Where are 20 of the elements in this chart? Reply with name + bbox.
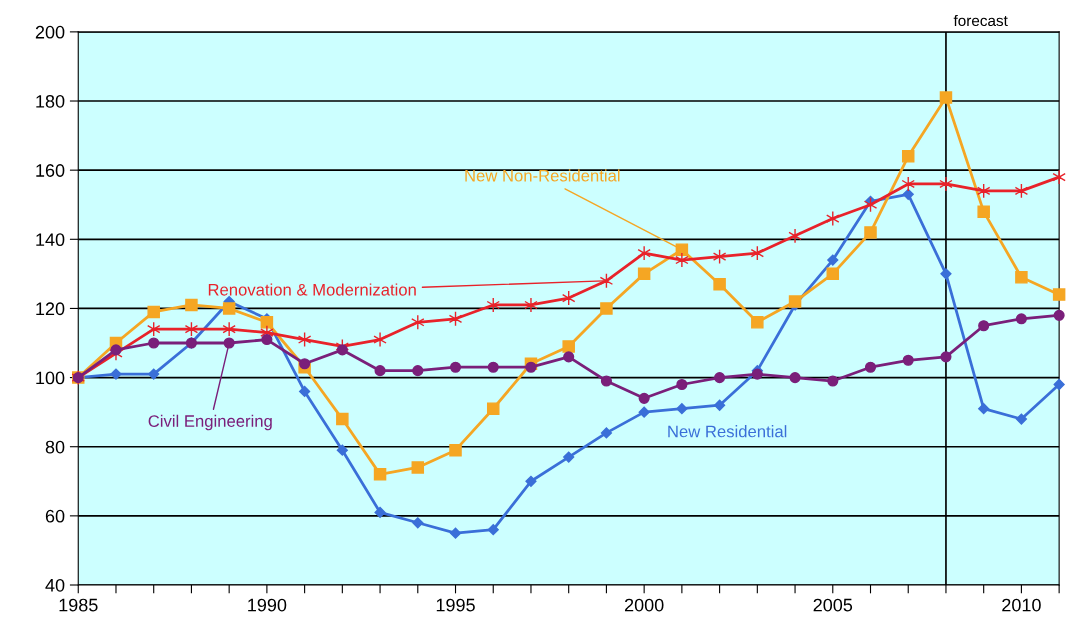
series-label: New Residential xyxy=(668,425,787,438)
y-tick-label: 60 xyxy=(45,509,65,523)
x-tick-label: 1990 xyxy=(248,598,287,612)
ref-line-label: forecast xyxy=(953,14,1008,27)
y-tick-label: 40 xyxy=(45,578,65,592)
x-tick-label: 2010 xyxy=(1002,598,1041,612)
y-tick-label: 120 xyxy=(36,302,65,316)
y-tick-label: 100 xyxy=(36,371,65,385)
text: New Non-Residential xyxy=(465,169,620,182)
y-tick-label: 140 xyxy=(36,233,65,247)
series-label: Renovation & Modernization xyxy=(208,283,416,296)
y-tick-label: 180 xyxy=(36,94,65,108)
x-tick-label: 2000 xyxy=(624,598,664,612)
text: Civil Engineering xyxy=(148,414,272,431)
x-tick-label: 1995 xyxy=(436,598,475,612)
y-tick-label: 200 xyxy=(35,25,65,39)
y-tick-label: 80 xyxy=(45,440,65,454)
x-tick-label: 1985 xyxy=(59,598,98,612)
y-tick-label: 160 xyxy=(36,164,65,177)
x-tick-label: 2005 xyxy=(813,598,853,612)
